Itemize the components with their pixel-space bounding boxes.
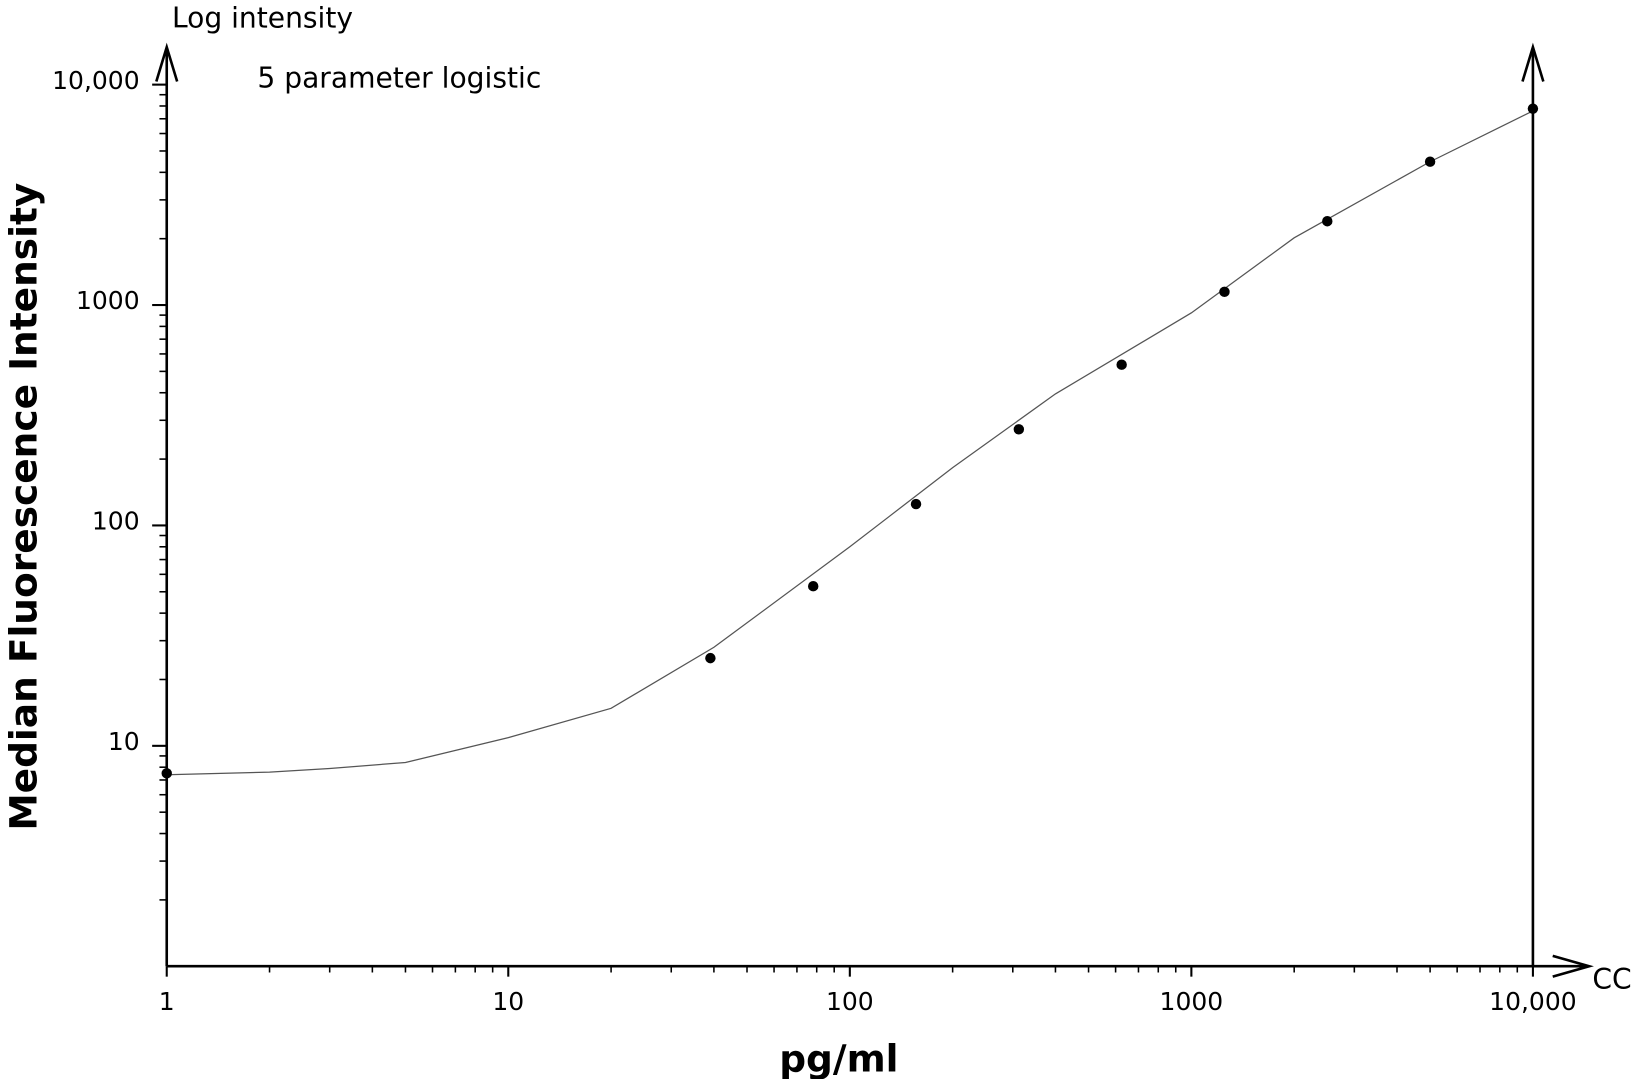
x-tick-label: 1 xyxy=(159,987,175,1016)
data-point xyxy=(910,498,922,510)
x-tick-label: 10 xyxy=(492,987,524,1016)
axes xyxy=(155,42,1594,978)
data-point xyxy=(705,652,716,664)
right-axis-arrow xyxy=(1521,42,1545,82)
data-point xyxy=(1527,103,1539,114)
data-point xyxy=(1116,359,1127,370)
x-tick-label: 1000 xyxy=(1160,987,1224,1016)
fit-curve xyxy=(166,110,1534,776)
data-point xyxy=(1424,156,1436,167)
data-point xyxy=(807,580,819,592)
x-axis-end-label: CC xyxy=(1592,963,1631,996)
y-axis-title: Median Fluorescence Intensity xyxy=(1,183,45,831)
x-tick-label: 10,000 xyxy=(1489,987,1576,1016)
data-point xyxy=(1322,216,1333,227)
x-axis-title: pg/ml xyxy=(779,1036,898,1079)
y-tick-label: 10,000 xyxy=(52,66,139,95)
y-axis-caption: Log intensity xyxy=(172,1,353,34)
y-tick-label: 10 xyxy=(108,727,140,756)
chart-title: 5 parameter logistic xyxy=(257,62,541,95)
data-point xyxy=(1219,286,1230,298)
x-axis-arrow xyxy=(1552,954,1594,978)
data-point xyxy=(161,768,172,779)
x-tick-label: 100 xyxy=(826,987,874,1016)
y-tick-label: 100 xyxy=(92,507,140,536)
y-tick-label: 1000 xyxy=(76,286,140,315)
y-axis-arrow xyxy=(155,42,179,82)
data-point xyxy=(1013,424,1025,435)
